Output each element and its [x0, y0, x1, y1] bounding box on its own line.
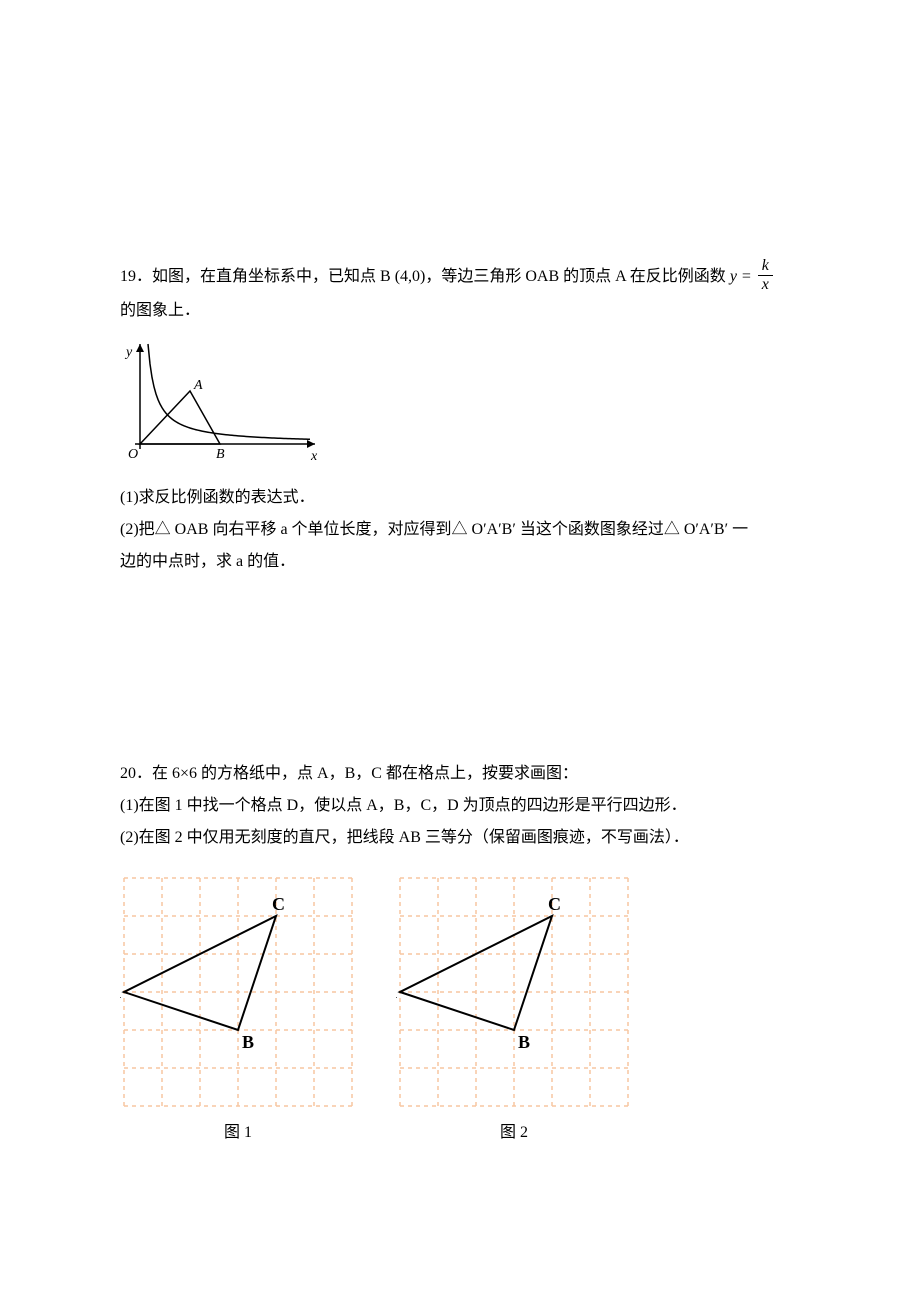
p20-part1: (1)在图 1 中找一个格点 D，使以点 A，B，C，D 为顶点的四边形是平行四…: [120, 790, 800, 822]
p20-number: 20．: [120, 765, 152, 782]
p19-line1: 19．如图，在直角坐标系中，已知点 B (4,0)，等边三角形 OAB 的顶点 …: [120, 260, 800, 295]
p20-caption1: 图 1: [224, 1118, 252, 1142]
p19-eq-left: y =: [730, 268, 752, 285]
svg-text:A: A: [193, 378, 203, 393]
svg-text:B: B: [242, 1032, 254, 1052]
svg-text:B: B: [518, 1032, 530, 1052]
svg-text:C: C: [272, 894, 285, 914]
p20-text1: 在 6×6 的方格纸中，点 A，B，C 都在格点上，按要求画图：: [152, 765, 578, 782]
p19-text1: 如图，在直角坐标系中，已知点 B (4,0)，等边三角形 OAB 的顶点 A 在…: [152, 268, 730, 285]
p20-line1: 20．在 6×6 的方格纸中，点 A，B，C 都在格点上，按要求画图：: [120, 758, 800, 790]
svg-text:A: A: [396, 982, 397, 1002]
p20-part2: (2)在图 2 中仅用无刻度的直尺，把线段 AB 三等分（保留画图痕迹，不写画法…: [120, 822, 800, 854]
p20-caption2: 图 2: [500, 1118, 528, 1142]
spacer: [120, 638, 800, 758]
p19-figure-wrap: O B Ax y: [120, 339, 800, 474]
p19-line2: 的图象上．: [120, 295, 800, 327]
svg-text:C: C: [548, 894, 561, 914]
p20-grid2: A B C: [396, 874, 632, 1110]
svg-text:x: x: [310, 449, 318, 464]
p19-figure: O B Ax y: [120, 339, 320, 469]
svg-text:B: B: [216, 447, 225, 462]
p19-fraction: kx: [758, 258, 773, 293]
page: 19．如图，在直角坐标系中，已知点 B (4,0)，等边三角形 OAB 的顶点 …: [0, 0, 920, 1302]
problem-19: 19．如图，在直角坐标系中，已知点 B (4,0)，等边三角形 OAB 的顶点 …: [120, 260, 800, 578]
p19-part1: (1)求反比例函数的表达式．: [120, 482, 800, 514]
p19-part2b: 边的中点时，求 a 的值．: [120, 546, 800, 578]
p20-grid1: A B C: [120, 874, 356, 1110]
p19-part2a: (2)把△ OAB 向右平移 a 个单位长度，对应得到△ O′A′B′ 当这个函…: [120, 514, 800, 546]
p20-grids-row: A B C 图 1 A B C 图 2: [120, 874, 800, 1142]
svg-text:y: y: [124, 345, 133, 360]
p19-frac-num: k: [758, 258, 773, 276]
svg-text:A: A: [120, 982, 121, 1002]
p19-number: 19．: [120, 268, 152, 285]
p20-grid1-col: A B C 图 1: [120, 874, 356, 1142]
svg-text:O: O: [128, 447, 138, 462]
p20-grid2-col: A B C 图 2: [396, 874, 632, 1142]
problem-20: 20．在 6×6 的方格纸中，点 A，B，C 都在格点上，按要求画图： (1)在…: [120, 758, 800, 1142]
p19-frac-den: x: [758, 276, 773, 293]
